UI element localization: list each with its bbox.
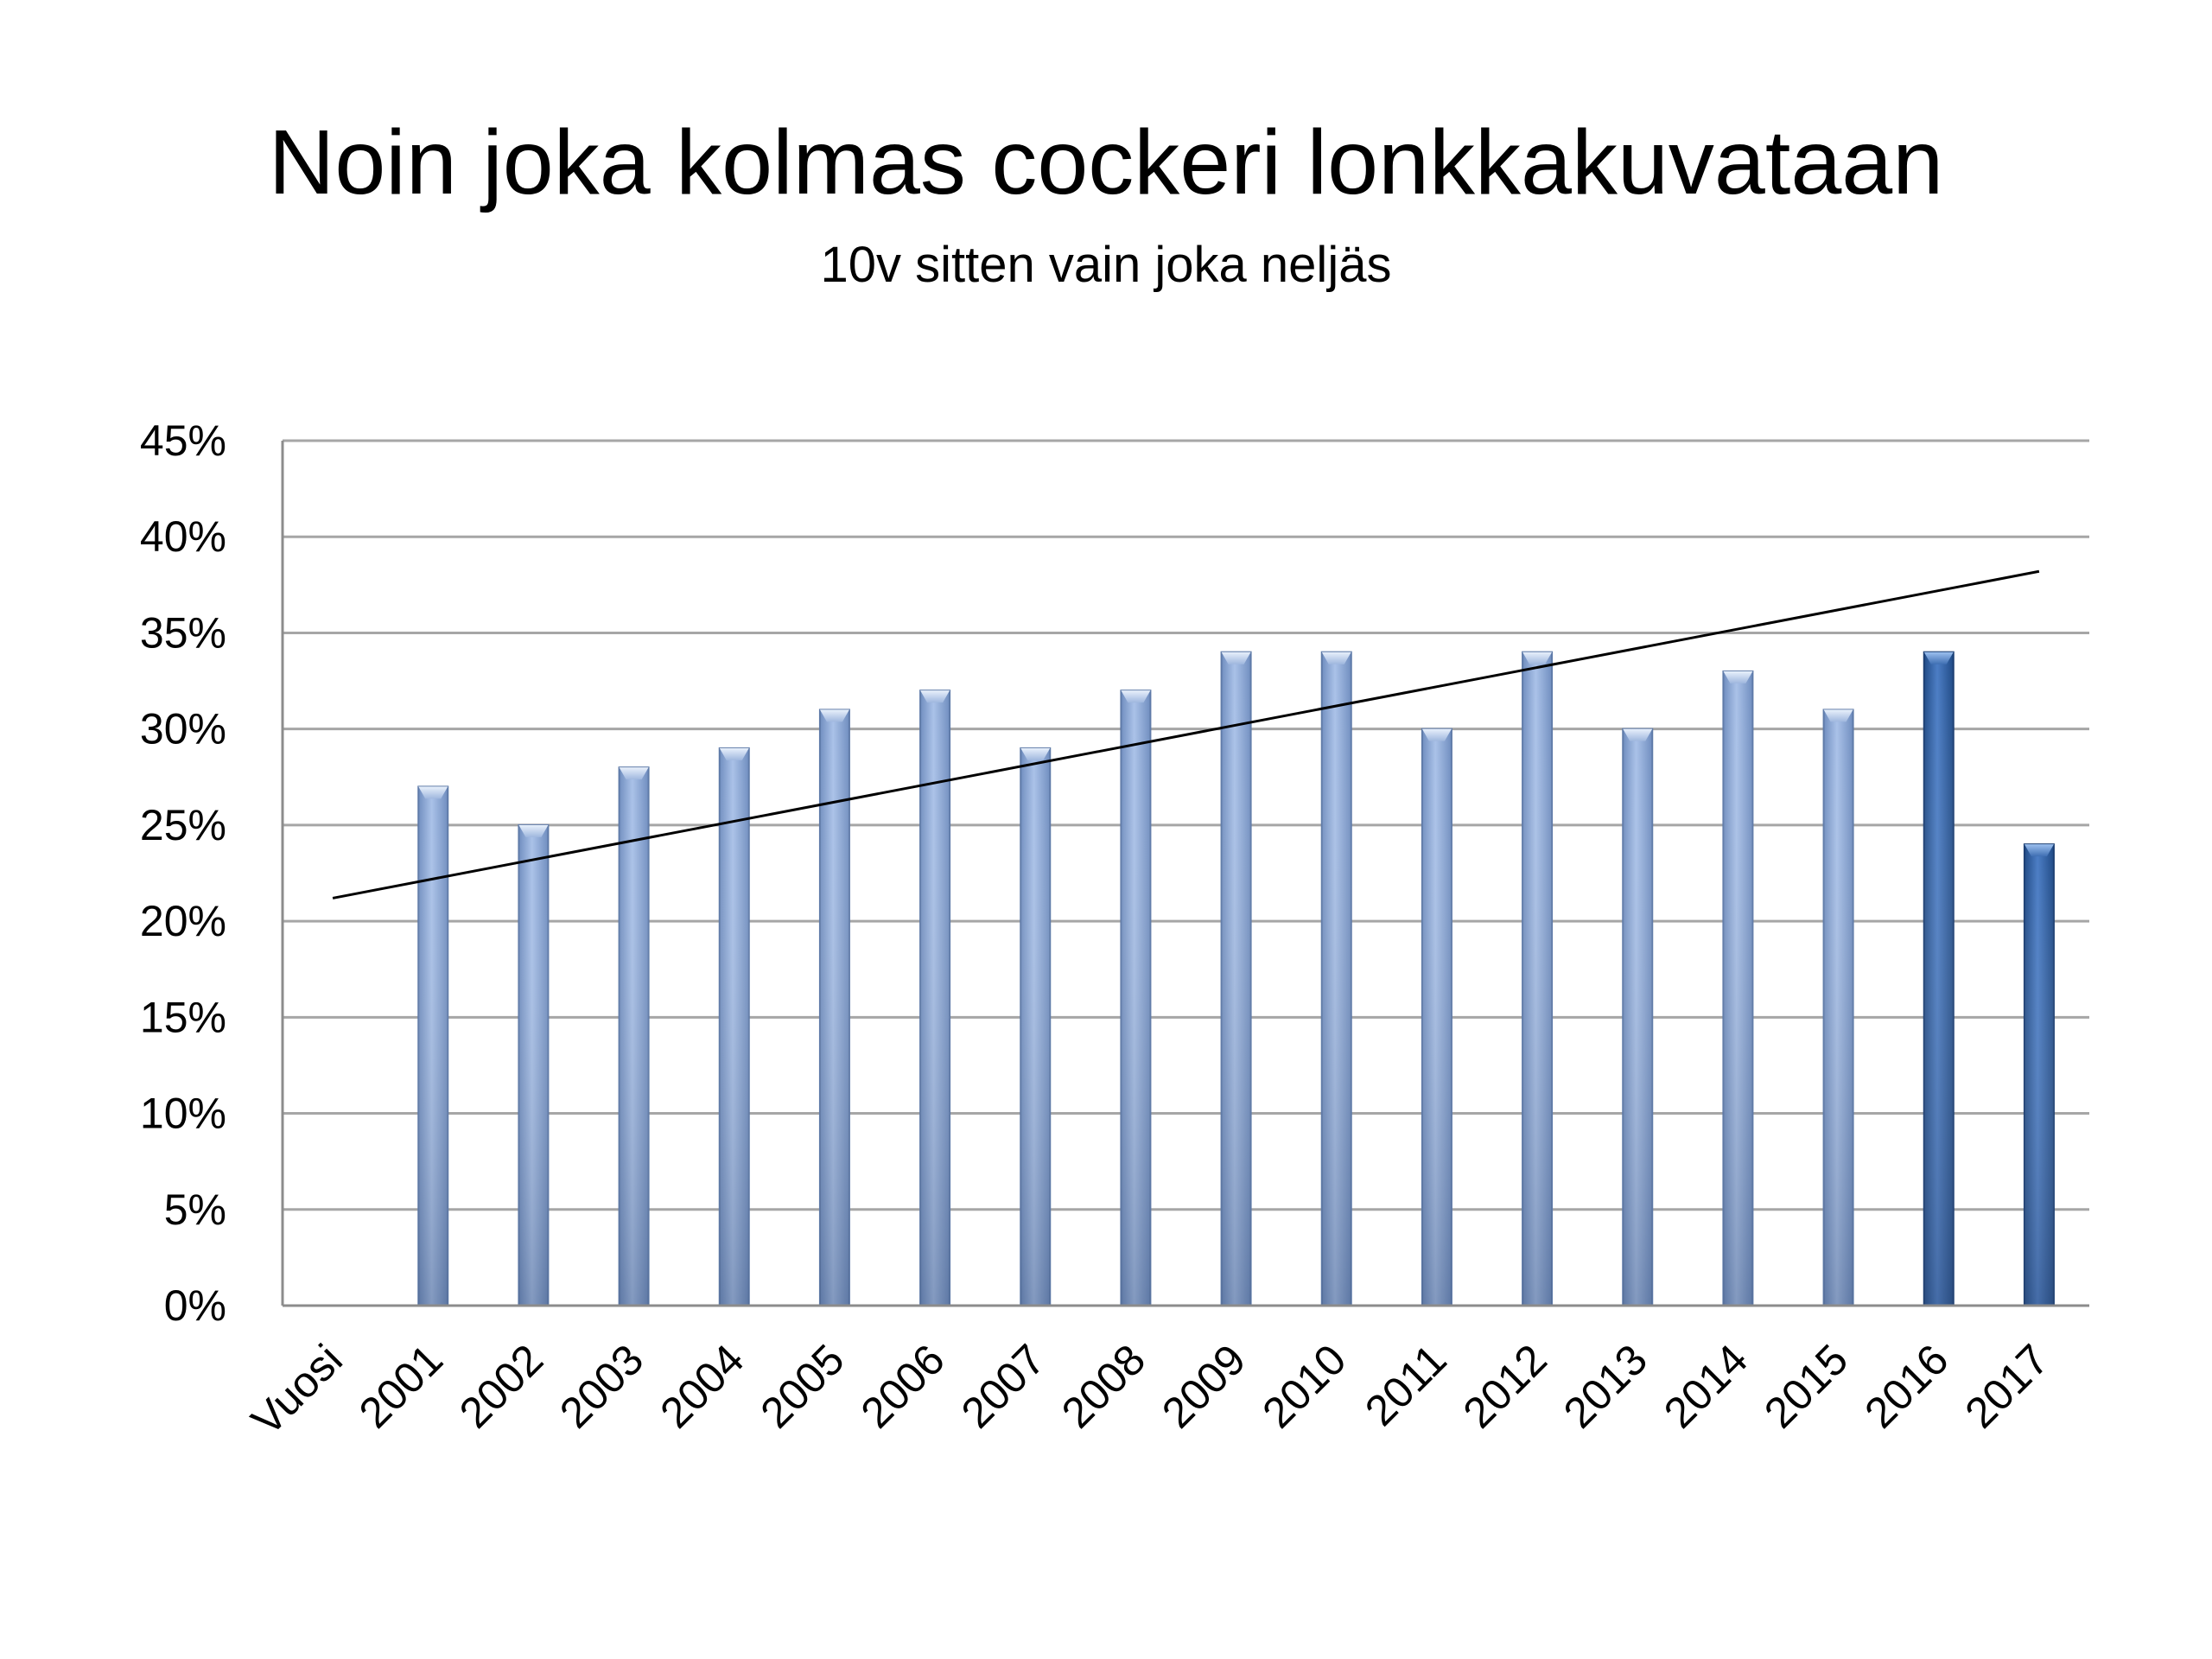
bars: [417, 651, 2055, 1306]
trendline: [332, 569, 2040, 899]
chart-title: Noin joka kolmas cockeri lonkkakuvataan: [268, 111, 1944, 213]
trendline-group: [332, 569, 2040, 899]
x-tick-label: 2004: [651, 1335, 753, 1437]
bar-cap: [1321, 652, 1351, 664]
y-tick-labels: 0% 5% 10% 15% 20% 25% 30% 35% 40% 45%: [140, 416, 226, 1330]
bar-2001: [417, 785, 449, 1306]
bar-2014: [1722, 670, 1754, 1306]
bar-2007: [1020, 747, 1052, 1306]
bar-shade: [1723, 671, 1753, 1306]
bar-shade: [1221, 652, 1251, 1306]
bar-2005: [818, 709, 850, 1306]
y-tick-label: 20%: [140, 897, 226, 945]
bar-cap: [1623, 728, 1653, 741]
bar-2004: [718, 747, 750, 1306]
y-tick-label: 35%: [140, 608, 226, 657]
bar-shade: [1923, 652, 1954, 1306]
x-tick-label: 2009: [1153, 1335, 1255, 1437]
bar-shade: [1421, 728, 1452, 1306]
y-tick-label: 10%: [140, 1090, 226, 1138]
bar-cap: [1121, 690, 1151, 703]
y-tick-label: 0%: [164, 1281, 226, 1330]
bar-2015: [1822, 709, 1854, 1306]
bar-cap: [1221, 652, 1251, 664]
bar-shade: [1121, 690, 1151, 1306]
bar-shade: [819, 709, 849, 1306]
y-tick-label: 30%: [140, 705, 226, 753]
bar-2017: [2023, 843, 2055, 1306]
bar-cap: [719, 747, 749, 760]
bar-cap: [1823, 709, 1853, 722]
x-tick-label: 2012: [1454, 1335, 1556, 1437]
x-tick-label: 2006: [852, 1335, 954, 1437]
y-tick-label: 15%: [140, 993, 226, 1041]
bar-cap: [1421, 728, 1452, 741]
bar-shade: [920, 690, 950, 1306]
bar-shade: [719, 747, 749, 1306]
bar-shade: [1020, 747, 1051, 1306]
x-tick-label: 2010: [1253, 1335, 1355, 1437]
x-tick-label: 2008: [1052, 1335, 1154, 1437]
y-tick-label: 25%: [140, 801, 226, 849]
bar-2016: [1923, 651, 1955, 1306]
bar-shade: [2024, 844, 2054, 1306]
bar-2002: [518, 823, 550, 1306]
bar-cap: [619, 767, 649, 780]
bar-2012: [1522, 651, 1554, 1306]
bar-cap: [518, 824, 549, 837]
bar-2011: [1421, 728, 1452, 1306]
bar-shade: [1522, 652, 1553, 1306]
bar-cap: [920, 690, 950, 703]
x-tick-label: Vuosi: [242, 1335, 352, 1445]
x-tick-label: 2001: [350, 1335, 452, 1437]
x-tick-label: 2003: [550, 1335, 652, 1437]
bar-cap: [418, 786, 448, 799]
x-tick-label: 2013: [1554, 1335, 1656, 1437]
bar-cap: [1923, 652, 1954, 664]
x-tick-label: 2016: [1855, 1335, 1957, 1437]
x-tick-labels: Vuosi20012002200320042005200620072008200…: [242, 1335, 2058, 1445]
bar-2006: [919, 690, 951, 1306]
axes: [281, 441, 2089, 1307]
bar-shade: [1623, 728, 1653, 1306]
y-tick-label: 40%: [140, 512, 226, 561]
x-tick-label: 2014: [1655, 1335, 1757, 1437]
gridlines: [283, 439, 2089, 1211]
bar-2013: [1622, 728, 1654, 1306]
y-tick-label: 5%: [164, 1185, 226, 1234]
x-tick-label: 2005: [751, 1335, 853, 1437]
x-tick-label: 2007: [952, 1335, 1054, 1437]
x-tick-label: 2011: [1356, 1335, 1456, 1435]
bar-cap: [1723, 671, 1753, 683]
x-tick-label: 2017: [1955, 1335, 2057, 1437]
bar-2008: [1120, 690, 1152, 1306]
bar-shade: [418, 786, 448, 1306]
bar-2003: [618, 766, 650, 1306]
bar-shade: [619, 767, 649, 1306]
bar-shade: [1321, 652, 1351, 1306]
bar-2010: [1320, 651, 1352, 1306]
y-tick-label: 45%: [140, 416, 226, 465]
bar-cap: [819, 709, 849, 722]
x-tick-label: 2015: [1755, 1335, 1857, 1437]
bar-shade: [518, 824, 549, 1306]
chart-subtitle: 10v sitten vain joka neljäs: [820, 237, 1392, 293]
bar-cap: [1522, 652, 1553, 664]
bar-cap: [1020, 747, 1051, 760]
bar-cap: [2024, 844, 2054, 857]
bar-shade: [1823, 709, 1853, 1306]
bar-2009: [1220, 651, 1252, 1306]
x-tick-label: 2002: [450, 1335, 552, 1437]
